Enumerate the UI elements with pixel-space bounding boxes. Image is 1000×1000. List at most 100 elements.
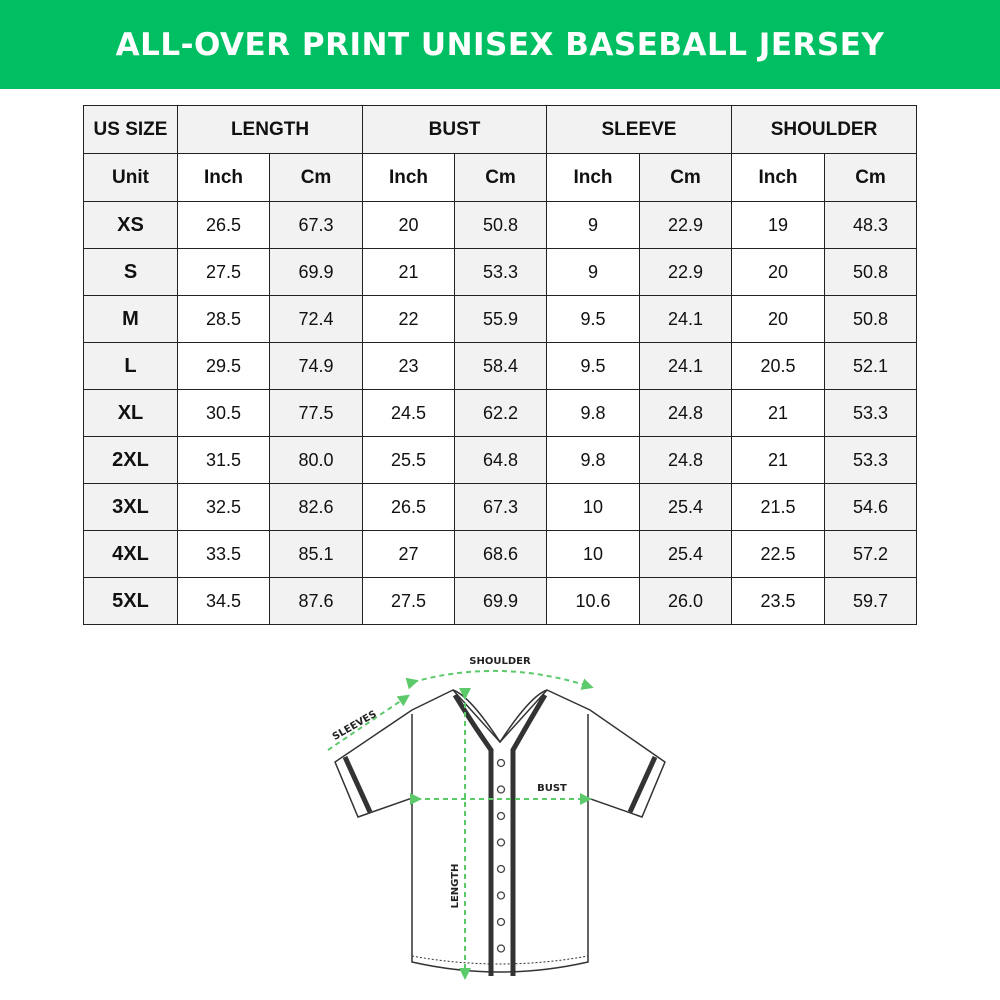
value-cell: 26.0 (639, 577, 732, 625)
value-cell: 53.3 (454, 248, 547, 296)
value-cell: 74.9 (269, 342, 363, 390)
button-icon (496, 758, 506, 768)
value-cell: 21 (362, 248, 455, 296)
length-label: LENGTH (450, 864, 461, 909)
value-cell: 53.3 (824, 436, 917, 484)
size-cell: 4XL (83, 530, 178, 578)
value-cell: 25.4 (639, 530, 732, 578)
value-cell: 24.8 (639, 436, 732, 484)
value-cell: 48.3 (824, 201, 917, 249)
size-cell: 3XL (83, 483, 178, 531)
title-banner: ALL-OVER PRINT UNISEX BASEBALL JERSEY (0, 0, 1000, 89)
value-cell: 30.5 (177, 389, 270, 437)
header-group: BUST (362, 105, 547, 154)
value-cell: 67.3 (454, 483, 547, 531)
value-cell: 23.5 (731, 577, 825, 625)
value-cell: 24.1 (639, 295, 732, 343)
unit-inch: Inch (177, 153, 270, 202)
button-icon (496, 917, 506, 927)
header-row: US SIZE LENGTH BUST SLEEVE SHOULDER (83, 105, 917, 154)
value-cell: 9.5 (546, 295, 640, 343)
value-cell: 22.9 (639, 248, 732, 296)
value-cell: 9.8 (546, 436, 640, 484)
value-cell: 67.3 (269, 201, 363, 249)
value-cell: 52.1 (824, 342, 917, 390)
value-cell: 53.3 (824, 389, 917, 437)
table-row: L 29.5 74.9 23 58.4 9.5 24.1 20.5 52.1 (83, 342, 917, 390)
table-row: M 28.5 72.4 22 55.9 9.5 24.1 20 50.8 (83, 295, 917, 343)
measure-arrows (327, 669, 594, 980)
header-us-size: US SIZE (83, 105, 178, 154)
value-cell: 20 (362, 201, 455, 249)
unit-inch: Inch (362, 153, 455, 202)
button-icon (496, 838, 506, 847)
unit-cm: Cm (639, 153, 732, 202)
value-cell: 10.6 (546, 577, 640, 625)
button-icon (496, 811, 506, 821)
value-cell: 10 (546, 530, 640, 578)
value-cell: 80.0 (269, 436, 363, 484)
value-cell: 21.5 (731, 483, 825, 531)
value-cell: 9.5 (546, 342, 640, 390)
value-cell: 82.6 (269, 483, 363, 531)
unit-inch: Inch (546, 153, 640, 202)
unit-cm: Cm (454, 153, 547, 202)
value-cell: 9.8 (546, 389, 640, 437)
table-row: 4XL 33.5 85.1 27 68.6 10 25.4 22.5 57.2 (83, 530, 917, 578)
value-cell: 26.5 (362, 483, 455, 531)
value-cell: 87.6 (269, 577, 363, 625)
button-icon (496, 944, 506, 953)
table-row: S 27.5 69.9 21 53.3 9 22.9 20 50.8 (83, 248, 917, 296)
table-row: 3XL 32.5 82.6 26.5 67.3 10 25.4 21.5 54.6 (83, 483, 917, 531)
unit-inch: Inch (731, 153, 825, 202)
value-cell: 27.5 (362, 577, 455, 625)
size-cell: 5XL (83, 577, 178, 625)
value-cell: 34.5 (177, 577, 270, 625)
unit-row: Unit Inch Cm Inch Cm Inch Cm Inch Cm (83, 153, 917, 202)
value-cell: 10 (546, 483, 640, 531)
header-group: SLEEVE (546, 105, 732, 154)
value-cell: 28.5 (177, 295, 270, 343)
jersey-outline (334, 689, 666, 973)
header-group: SHOULDER (731, 105, 917, 154)
page-title: ALL-OVER PRINT UNISEX BASEBALL JERSEY (115, 26, 885, 63)
value-cell: 57.2 (824, 530, 917, 578)
size-cell: XL (83, 389, 178, 437)
value-cell: 20.5 (731, 342, 825, 390)
table-row: 5XL 34.5 87.6 27.5 69.9 10.6 26.0 23.5 59.7 (83, 577, 917, 625)
value-cell: 24.8 (639, 389, 732, 437)
value-cell: 50.8 (824, 295, 917, 343)
value-cell: 50.8 (824, 248, 917, 296)
size-cell: 2XL (83, 436, 178, 484)
value-cell: 20 (731, 295, 825, 343)
value-cell: 21 (731, 436, 825, 484)
button-icon (496, 785, 506, 794)
value-cell: 33.5 (177, 530, 270, 578)
value-cell: 27 (362, 530, 455, 578)
size-cell: XS (83, 201, 178, 249)
jersey-buttons (496, 758, 506, 953)
value-cell: 27.5 (177, 248, 270, 296)
value-cell: 22.9 (639, 201, 732, 249)
shoulder-label: SHOULDER (469, 656, 531, 667)
value-cell: 62.2 (454, 389, 547, 437)
size-chart-table: US SIZE LENGTH BUST SLEEVE SHOULDER Unit Inch C… (83, 105, 917, 625)
value-cell: 54.6 (824, 483, 917, 531)
value-cell: 23 (362, 342, 455, 390)
value-cell: 21 (731, 389, 825, 437)
table-row: XS 26.5 67.3 20 50.8 9 22.9 19 48.3 (83, 201, 917, 249)
value-cell: 59.7 (824, 577, 917, 625)
value-cell: 85.1 (269, 530, 363, 578)
value-cell: 9 (546, 201, 640, 249)
value-cell: 72.4 (269, 295, 363, 343)
value-cell: 68.6 (454, 530, 547, 578)
value-cell: 22 (362, 295, 455, 343)
value-cell: 31.5 (177, 436, 270, 484)
value-cell: 77.5 (269, 389, 363, 437)
button-icon (496, 891, 506, 900)
value-cell: 22.5 (731, 530, 825, 578)
value-cell: 55.9 (454, 295, 547, 343)
value-cell: 50.8 (454, 201, 547, 249)
unit-cm: Cm (824, 153, 917, 202)
table-row: 2XL 31.5 80.0 25.5 64.8 9.8 24.8 21 53.3 (83, 436, 917, 484)
